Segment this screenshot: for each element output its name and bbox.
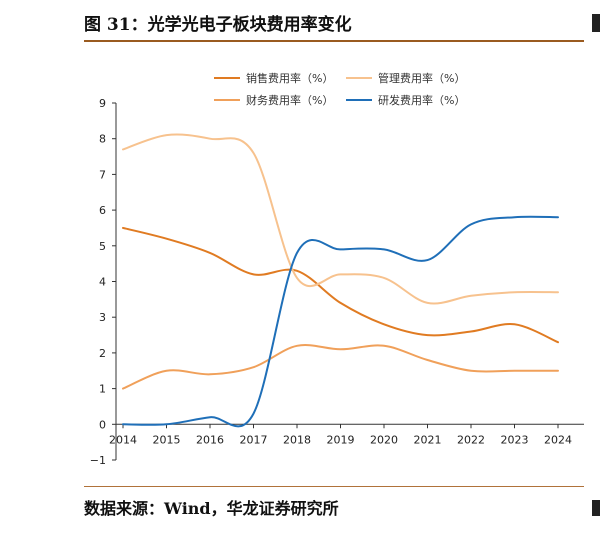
y-tick-label: 2 [99, 347, 106, 360]
legend-item-sales-label: 销售费用率（%） [246, 71, 333, 85]
y-tick-label: 3 [99, 311, 106, 324]
source-note: 数据来源：Wind，华龙证券研究所 [84, 499, 339, 518]
legend-item-rd-label: 研发费用率（%） [378, 93, 465, 107]
x-tick-label: 2020 [370, 433, 398, 446]
y-tick-label: 6 [99, 204, 106, 217]
y-tick-label: −1 [90, 454, 106, 467]
x-tick-label: 2019 [327, 433, 355, 446]
y-tick-label: 4 [99, 276, 106, 289]
figure-title: 图 31：光学光电子板块费用率变化 [84, 15, 352, 35]
x-tick-label: 2024 [544, 433, 572, 446]
y-tick-label: 9 [99, 97, 106, 110]
admin-expense-ratio-line [122, 133, 559, 305]
x-tick-label: 2014 [109, 433, 137, 446]
adjacent-column-edge-bottom [592, 500, 600, 516]
adjacent-column-edge [592, 14, 600, 32]
x-tick-label: 2021 [414, 433, 442, 446]
y-tick-label: 0 [99, 418, 106, 431]
legend-item-admin-label: 管理费用率（%） [378, 71, 465, 85]
x-tick-label: 2022 [457, 433, 485, 446]
y-tick-label: 7 [99, 168, 106, 181]
legend-item-finance-label: 财务费用率（%） [246, 93, 333, 107]
x-tick-label: 2017 [240, 433, 268, 446]
x-tick-label: 2015 [153, 433, 181, 446]
finance-expense-ratio-line [122, 344, 559, 390]
source-divider [84, 486, 584, 487]
y-tick-label: 1 [99, 383, 106, 396]
y-tick-label: 5 [99, 240, 106, 253]
y-tick-label: 8 [99, 133, 106, 146]
x-tick-label: 2016 [196, 433, 224, 446]
rd-expense-ratio-line [122, 215, 559, 428]
x-tick-label: 2023 [501, 433, 529, 446]
title-divider [84, 40, 584, 42]
x-tick-label: 2018 [283, 433, 311, 446]
sales-expense-ratio-line [122, 226, 559, 344]
